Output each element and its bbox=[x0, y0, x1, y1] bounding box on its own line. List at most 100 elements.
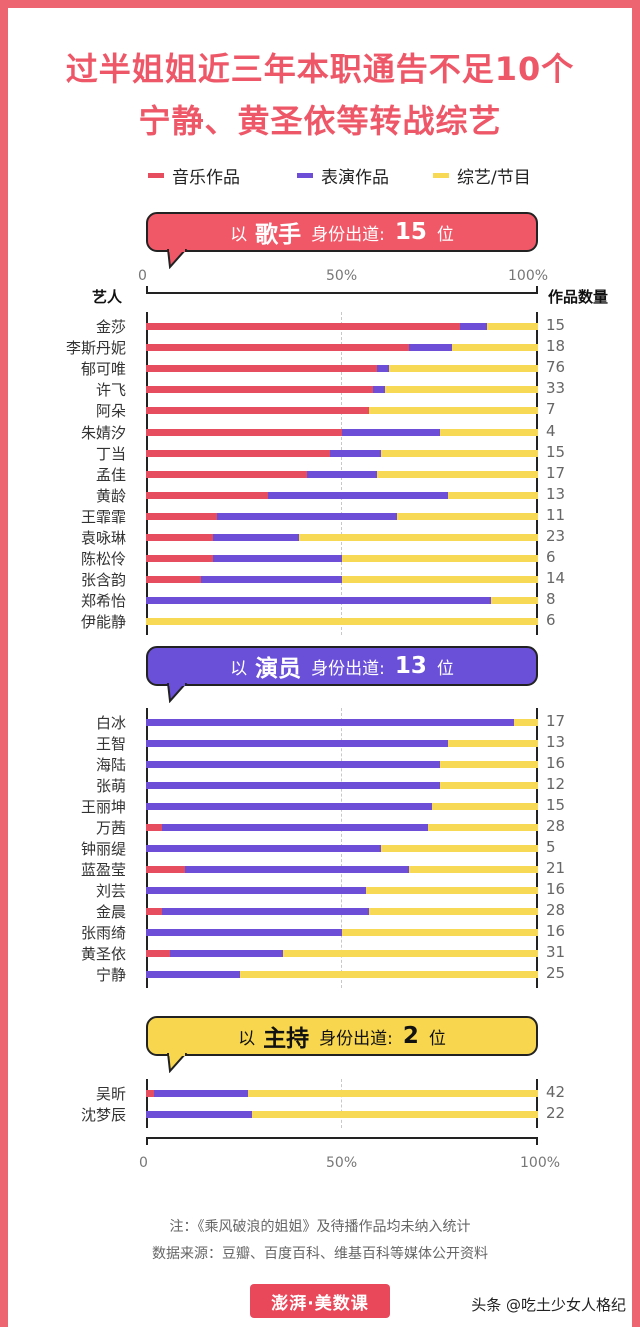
bar-segment-acting bbox=[146, 719, 515, 726]
bar-segment-music bbox=[146, 824, 162, 831]
axis-top-line bbox=[146, 292, 538, 294]
axis-top-tick-50: 50% bbox=[326, 268, 358, 284]
bar-segment-music bbox=[146, 866, 186, 873]
work-count: 28 bbox=[546, 817, 566, 835]
artist-name: 王霏霏 bbox=[80, 507, 126, 526]
pill-singer: 以歌手 身份出道: 15 位 bbox=[146, 212, 538, 252]
artist-name: 白冰 bbox=[95, 714, 126, 732]
bar-segment-music bbox=[146, 344, 409, 352]
legend: 音乐作品 表演作品 综艺/节目 bbox=[0, 163, 640, 188]
stacked-bar bbox=[146, 618, 538, 626]
pill-middle: 身份出道: bbox=[319, 1028, 393, 1049]
work-count: 7 bbox=[546, 400, 556, 419]
work-count: 8 bbox=[546, 590, 556, 609]
work-count: 76 bbox=[546, 358, 566, 377]
work-count: 21 bbox=[546, 859, 566, 877]
bar-segment-variety bbox=[377, 470, 538, 478]
bar-segment-variety bbox=[342, 929, 538, 936]
artist-name: 吴昕 bbox=[95, 1085, 126, 1103]
pill-tail-shape bbox=[166, 1053, 188, 1073]
bar-segment-variety bbox=[428, 824, 538, 831]
artist-name: 郁可唯 bbox=[80, 360, 126, 379]
watermark: 头条 @吃土少女人格纪 bbox=[471, 1296, 626, 1314]
artist-name: 张雨绮 bbox=[80, 924, 126, 942]
work-count: 17 bbox=[546, 712, 566, 730]
bar-segment-variety bbox=[146, 618, 538, 626]
axis-bottom-tick-50: 50% bbox=[326, 1155, 358, 1171]
artist-name: 陈松伶 bbox=[80, 550, 126, 569]
axis-top-tick-mark-left bbox=[146, 286, 148, 294]
stacked-bar bbox=[146, 929, 538, 936]
bar-segment-variety bbox=[369, 407, 538, 415]
bar-segment-acting bbox=[146, 845, 382, 852]
stacked-bar bbox=[146, 491, 538, 499]
bar-segment-acting bbox=[146, 761, 440, 768]
bar-segment-music bbox=[146, 491, 268, 499]
bar-segment-acting bbox=[185, 866, 409, 873]
stacked-bar bbox=[146, 740, 538, 747]
pill-actor: 以演员 身份出道: 13 位 bbox=[146, 646, 538, 686]
bar-segment-acting bbox=[146, 929, 342, 936]
stacked-bar bbox=[146, 534, 538, 541]
artist-header: 艺人 bbox=[92, 288, 123, 306]
work-count: 13 bbox=[546, 733, 566, 751]
bar-segment-acting bbox=[200, 576, 342, 584]
artist-name: 伊能静 bbox=[80, 613, 126, 632]
work-count: 15 bbox=[546, 796, 566, 814]
pill-prefix: 以 bbox=[238, 1028, 256, 1049]
bar-segment-music bbox=[146, 365, 378, 373]
stacked-bar bbox=[146, 803, 538, 810]
work-count: 15 bbox=[546, 442, 566, 461]
stacked-bar bbox=[146, 428, 538, 436]
stacked-bar bbox=[146, 407, 538, 415]
stacked-bar bbox=[146, 470, 538, 478]
bar-segment-acting bbox=[146, 740, 448, 747]
bar-segment-acting bbox=[169, 950, 284, 957]
bar-segment-acting bbox=[342, 428, 440, 436]
work-count: 13 bbox=[546, 484, 566, 503]
bar-segment-music bbox=[146, 908, 162, 915]
bar-segment-variety bbox=[385, 386, 538, 394]
bar-segment-variety bbox=[451, 344, 538, 352]
bar-segment-acting bbox=[212, 555, 342, 563]
work-count: 17 bbox=[546, 463, 566, 482]
pill-middle: 身份出道: bbox=[311, 658, 385, 679]
stacked-bar bbox=[146, 887, 538, 894]
stacked-bar bbox=[146, 908, 538, 915]
pill-suffix: 位 bbox=[428, 1028, 446, 1049]
pill-tail-singer bbox=[166, 249, 188, 269]
legend-variety-swatch bbox=[433, 173, 449, 178]
pill-suffix: 位 bbox=[436, 658, 454, 679]
bar-segment-variety bbox=[369, 908, 538, 915]
bar-segment-music bbox=[146, 386, 374, 394]
work-count: 22 bbox=[546, 1104, 566, 1122]
bar-segment-acting bbox=[161, 824, 429, 831]
stacked-bar bbox=[146, 1111, 538, 1118]
work-count: 11 bbox=[546, 505, 566, 524]
stacked-bar bbox=[146, 782, 538, 789]
bar-segment-variety bbox=[440, 761, 538, 768]
axis-bottom-tick-100: 100% bbox=[520, 1155, 561, 1171]
work-count: 31 bbox=[546, 943, 566, 961]
artist-name: 袁咏琳 bbox=[80, 529, 126, 547]
bar-segment-variety bbox=[342, 555, 538, 563]
section-midline-host bbox=[341, 1079, 342, 1128]
pill-suffix: 位 bbox=[436, 224, 454, 245]
bar-segment-variety bbox=[447, 740, 538, 747]
work-count: 33 bbox=[546, 379, 566, 398]
footnote-note: 注：《乘风破浪的姐姐》及待播作品均未纳入统计 bbox=[169, 1219, 471, 1235]
bar-segment-variety bbox=[432, 803, 538, 810]
bar-segment-variety bbox=[381, 449, 538, 457]
bar-segment-variety bbox=[389, 365, 538, 373]
pill-tail-joint bbox=[169, 683, 185, 686]
artist-name: 朱婧汐 bbox=[80, 423, 126, 442]
pill-tail-actor bbox=[166, 683, 188, 703]
pill-tail-joint bbox=[169, 249, 185, 252]
artist-name: 蓝盈莹 bbox=[80, 861, 126, 879]
legend-acting-swatch bbox=[297, 173, 313, 178]
bar-segment-music bbox=[146, 950, 170, 957]
bar-segment-acting bbox=[146, 803, 433, 810]
count-header: 作品数量 bbox=[548, 288, 609, 306]
bar-segment-variety bbox=[247, 1090, 538, 1097]
stacked-bar bbox=[146, 512, 538, 520]
